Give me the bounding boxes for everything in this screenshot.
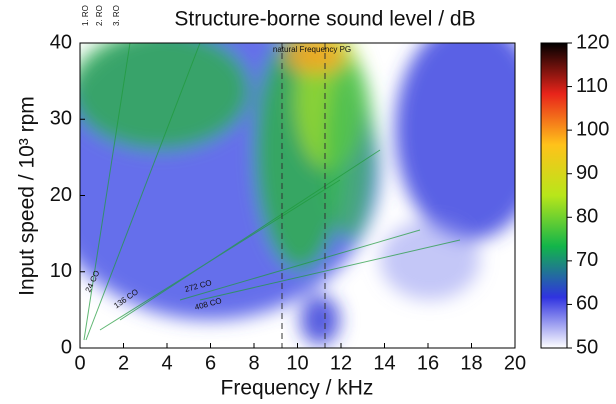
heatmap — [80, 43, 515, 348]
annotation: 2. RO — [95, 5, 104, 26]
x-tick-label: 8 — [248, 352, 259, 374]
x-axis-label: Frequency / kHz — [221, 377, 374, 400]
colorbar-tick-label: 70 — [576, 249, 598, 271]
x-tick-label: 0 — [74, 352, 85, 374]
y-tick-label: 0 — [61, 336, 72, 358]
x-tick-label: 2 — [118, 352, 129, 374]
annotation: 3. RO — [112, 5, 121, 26]
x-tick-label: 12 — [330, 352, 352, 374]
x-tick-label: 14 — [373, 352, 395, 374]
colorbar-tick-label: 120 — [576, 31, 609, 53]
y-tick-label: 30 — [50, 108, 72, 130]
colorbar-tick-label: 60 — [576, 293, 598, 315]
annotation: 1. RO — [81, 5, 90, 26]
annotation: natural Frequency PG — [273, 45, 351, 54]
chart-title: Structure-borne sound level / dB — [174, 8, 475, 31]
x-tick-label: 18 — [460, 352, 482, 374]
colorbar-tick-label: 90 — [576, 162, 598, 184]
y-tick-label: 40 — [50, 31, 72, 53]
colorbar-tick-label: 50 — [576, 336, 598, 358]
y-tick-label: 10 — [50, 260, 72, 282]
x-tick-label: 16 — [417, 352, 439, 374]
x-tick-label: 6 — [205, 352, 216, 374]
colorbar-tick-label: 110 — [576, 75, 608, 97]
x-tick-label: 20 — [504, 352, 526, 374]
colorbar-tick-label: 80 — [576, 206, 598, 228]
y-axis-label: Input speed / 10³ rpm — [16, 96, 39, 296]
x-tick-label: 10 — [286, 352, 308, 374]
colorbar — [540, 42, 568, 349]
y-tick-label: 20 — [50, 184, 72, 206]
x-tick-label: 4 — [161, 352, 172, 374]
colorbar-tick-label: 100 — [576, 118, 609, 140]
